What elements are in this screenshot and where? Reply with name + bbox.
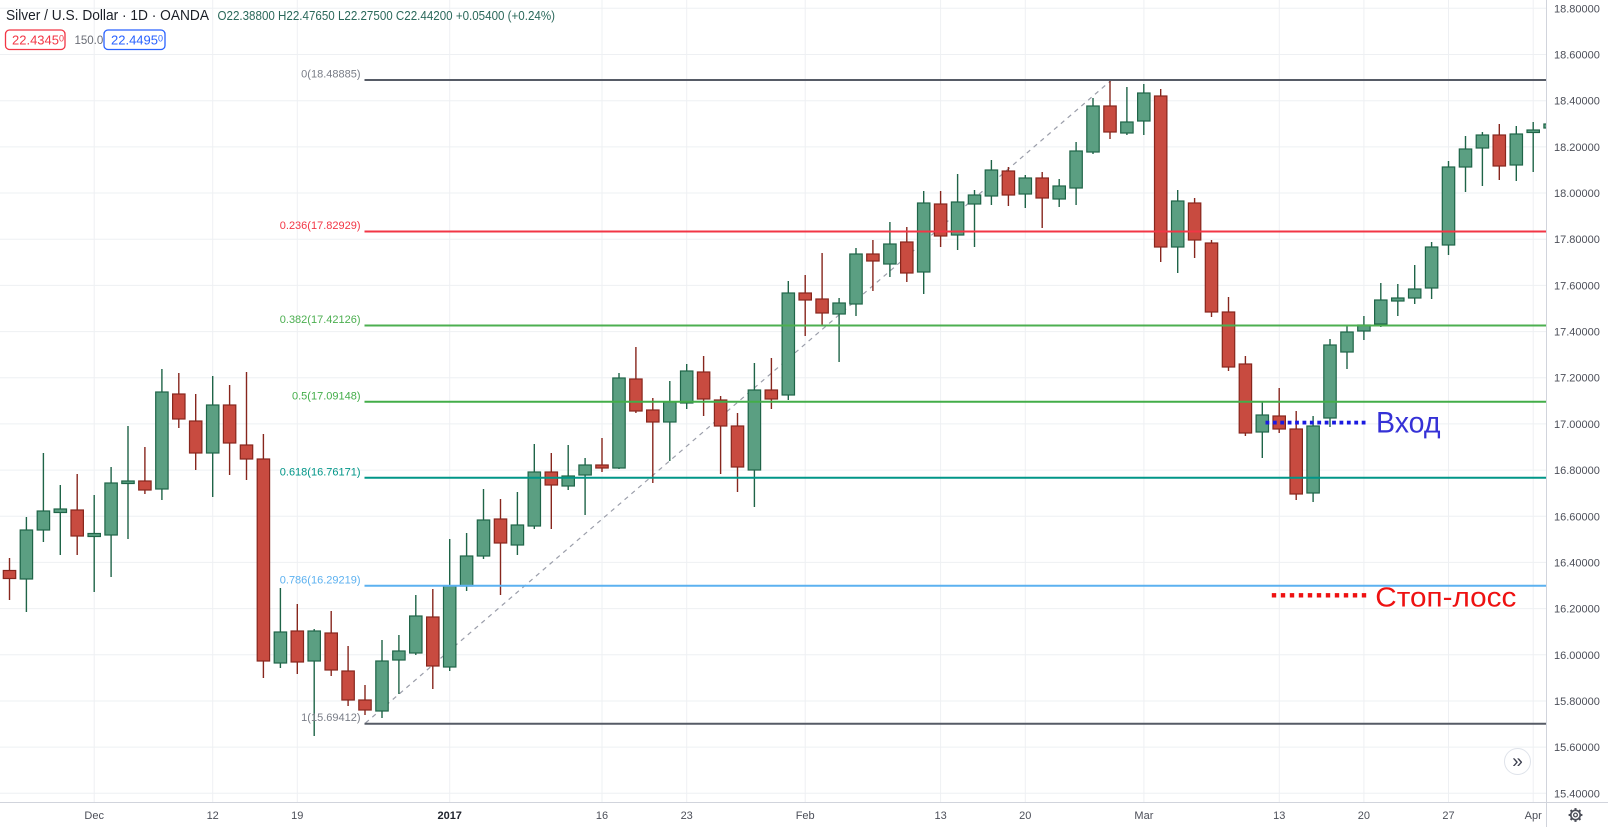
svg-text:17.20000: 17.20000	[1554, 373, 1600, 385]
svg-text:18.60000: 18.60000	[1554, 50, 1600, 62]
svg-text:Вход: Вход	[1376, 406, 1441, 439]
svg-text:Feb: Feb	[796, 810, 815, 822]
svg-text:O22.38800 H22.47650 L22.27500: O22.38800 H22.47650 L22.27500 C22.44200 …	[218, 8, 556, 23]
svg-text:0.382(17.42126): 0.382(17.42126)	[280, 314, 361, 326]
svg-text:13: 13	[1273, 810, 1285, 822]
svg-text:27: 27	[1442, 810, 1454, 822]
svg-text:20: 20	[1019, 810, 1031, 822]
svg-text:»: »	[1512, 752, 1523, 773]
svg-text:0.618(16.76171): 0.618(16.76171)	[280, 466, 361, 478]
svg-text:13: 13	[934, 810, 946, 822]
svg-text:23: 23	[681, 810, 693, 822]
svg-text:0.236(17.82929): 0.236(17.82929)	[280, 220, 361, 232]
svg-text:Apr: Apr	[1525, 810, 1542, 822]
svg-text:16.80000: 16.80000	[1554, 465, 1600, 477]
svg-text:19: 19	[291, 810, 303, 822]
svg-text:Dec: Dec	[84, 810, 104, 822]
svg-text:0.786(16.29219): 0.786(16.29219)	[280, 574, 361, 586]
svg-text:Mar: Mar	[1134, 810, 1153, 822]
svg-text:17.60000: 17.60000	[1554, 280, 1600, 292]
svg-text:15.40000: 15.40000	[1554, 788, 1600, 800]
svg-text:0(18.48885): 0(18.48885)	[301, 69, 360, 81]
svg-text:17.00000: 17.00000	[1554, 419, 1600, 431]
svg-text:12: 12	[207, 810, 219, 822]
svg-text:Стоп-лосс: Стоп-лосс	[1375, 582, 1516, 613]
svg-text:17.40000: 17.40000	[1554, 327, 1600, 339]
svg-text:0.5(17.09148): 0.5(17.09148)	[292, 390, 361, 402]
svg-text:22.43450: 22.43450	[12, 33, 64, 48]
svg-text:17.80000: 17.80000	[1554, 234, 1600, 246]
svg-text:16.20000: 16.20000	[1554, 604, 1600, 616]
svg-text:15.80000: 15.80000	[1554, 696, 1600, 708]
svg-text:150.0: 150.0	[75, 35, 104, 47]
svg-text:16.60000: 16.60000	[1554, 511, 1600, 523]
svg-text:16: 16	[596, 810, 608, 822]
svg-text:22.44950: 22.44950	[111, 33, 163, 48]
svg-text:18.40000: 18.40000	[1554, 96, 1600, 108]
svg-text:20: 20	[1358, 810, 1370, 822]
svg-text:1(15.69412): 1(15.69412)	[301, 712, 360, 724]
svg-text:Silver / U.S. Dollar · 1D · OA: Silver / U.S. Dollar · 1D · OANDA	[6, 7, 209, 24]
svg-text:15.60000: 15.60000	[1554, 742, 1600, 754]
svg-text:2017: 2017	[437, 810, 461, 822]
svg-text:16.40000: 16.40000	[1554, 557, 1600, 569]
svg-text:16.00000: 16.00000	[1554, 650, 1600, 662]
svg-text:18.20000: 18.20000	[1554, 142, 1600, 154]
svg-text:18.80000: 18.80000	[1554, 3, 1600, 15]
svg-text:18.00000: 18.00000	[1554, 188, 1600, 200]
